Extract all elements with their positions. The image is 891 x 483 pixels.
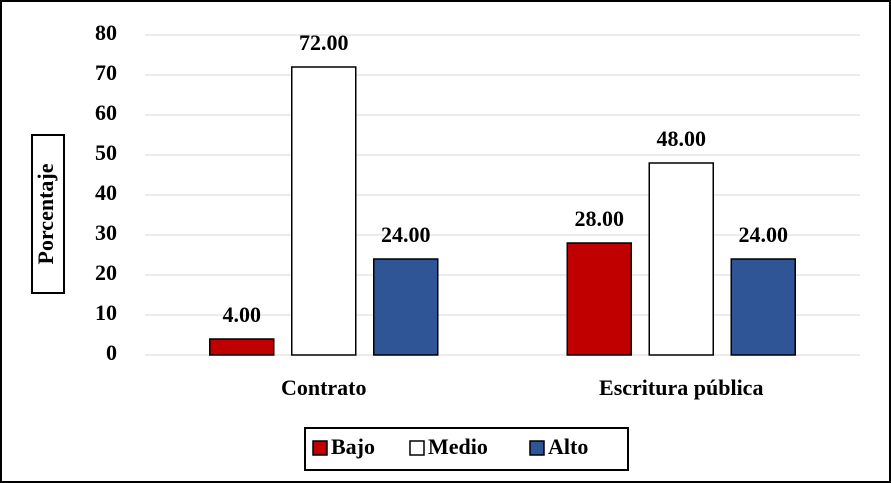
- bar: [566, 242, 632, 356]
- legend-swatch: [312, 440, 328, 456]
- legend-swatch: [409, 440, 425, 456]
- y-tick-label: 60: [95, 100, 117, 125]
- bar: [648, 162, 714, 356]
- value-label: 72.00: [299, 30, 349, 55]
- y-tick-label: 80: [95, 20, 117, 45]
- y-tick-label: 50: [95, 140, 117, 165]
- value-label: 24.00: [381, 222, 431, 247]
- y-tick-label: 40: [95, 180, 117, 205]
- y-tick-label: 0: [106, 340, 117, 365]
- bar: [291, 66, 357, 356]
- value-label: 4.00: [223, 302, 262, 327]
- y-tick-label: 70: [95, 60, 117, 85]
- legend-label: Medio: [428, 434, 488, 459]
- legend-box: [304, 427, 629, 471]
- bar: [373, 258, 439, 356]
- y-tick-label: 20: [95, 260, 117, 285]
- legend-label: Alto: [548, 434, 588, 459]
- legend-label: Bajo: [331, 434, 375, 459]
- x-tick-label: Contrato: [281, 375, 367, 400]
- y-tick-label: 30: [95, 220, 117, 245]
- value-label: 28.00: [575, 206, 625, 231]
- y-axis-label: Porcentaje: [33, 163, 58, 264]
- legend-swatch: [529, 440, 545, 456]
- y-label-box: [31, 134, 65, 294]
- bar: [209, 338, 275, 356]
- value-label: 24.00: [739, 222, 789, 247]
- x-tick-label: Escritura pública: [599, 375, 763, 400]
- value-label: 48.00: [657, 126, 707, 151]
- bar: [730, 258, 796, 356]
- y-tick-label: 10: [95, 300, 117, 325]
